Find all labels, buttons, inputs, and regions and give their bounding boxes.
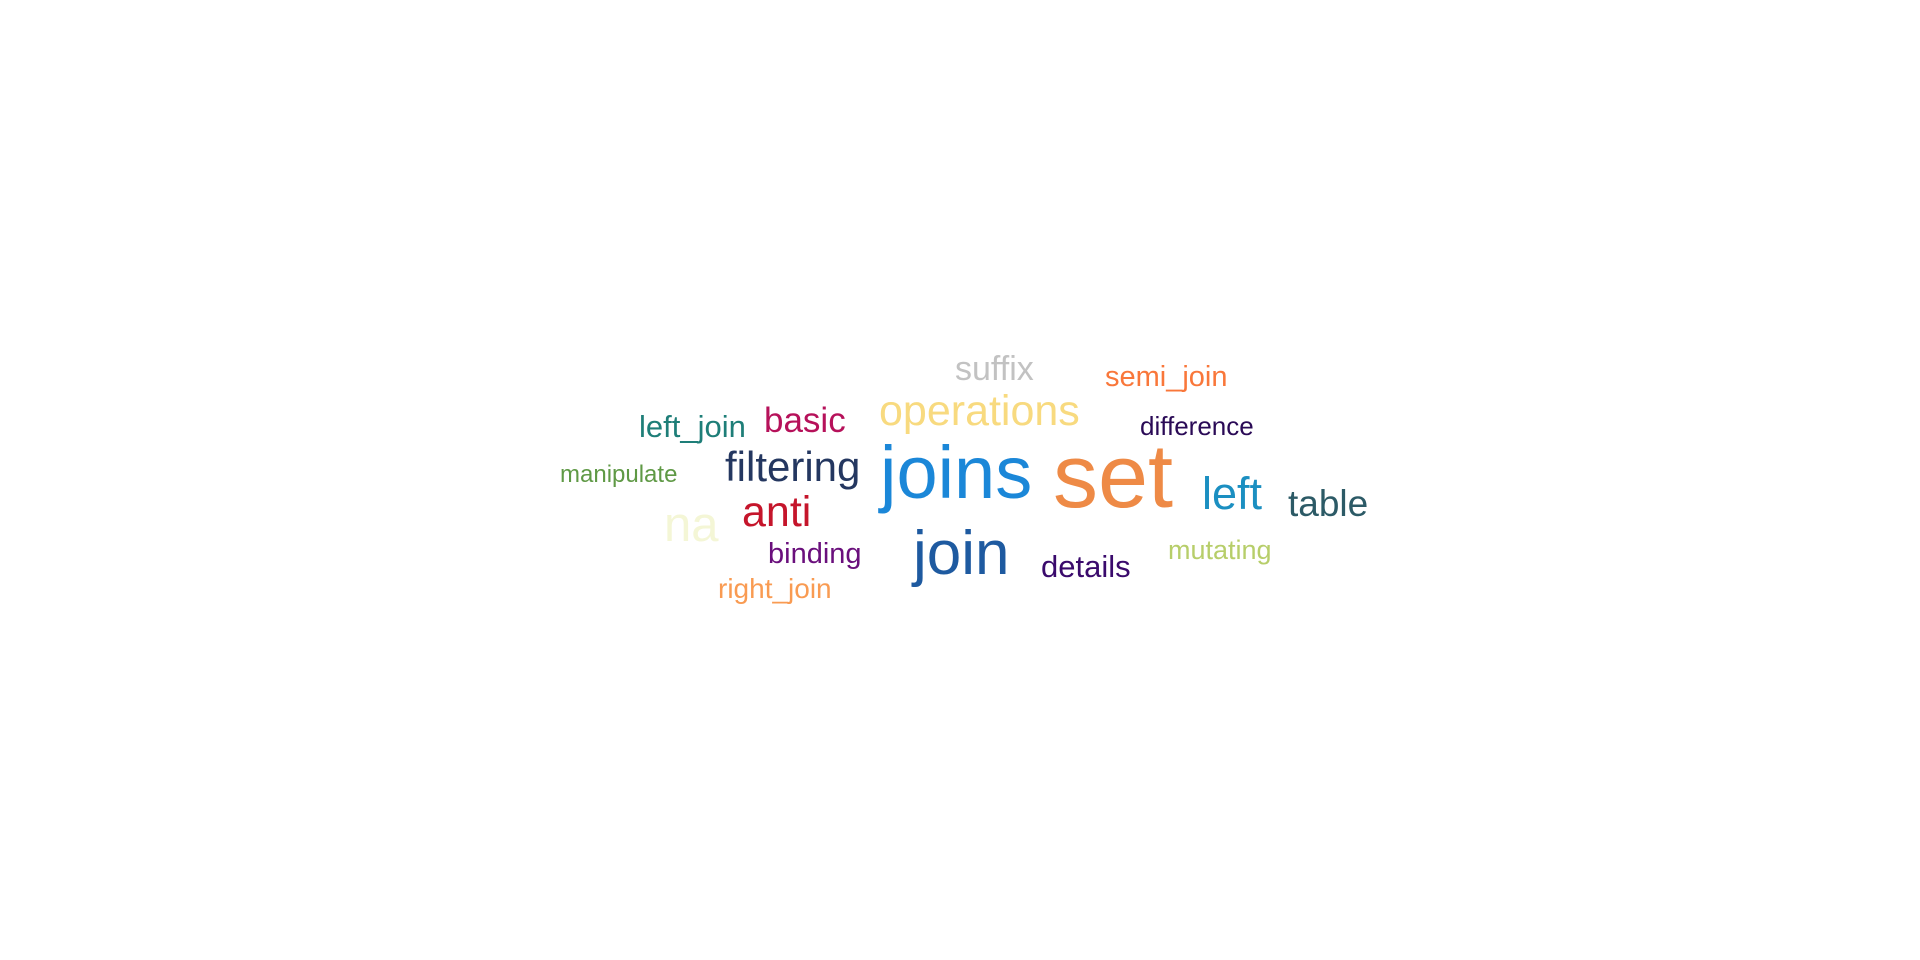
word-difference: difference <box>1140 411 1254 441</box>
word-left-join: left_join <box>639 409 746 444</box>
word-suffix: suffix <box>955 350 1034 388</box>
word-anti: anti <box>742 488 812 536</box>
word-binding: binding <box>768 538 862 570</box>
word-filtering: filtering <box>725 443 861 490</box>
word-details: details <box>1041 549 1131 584</box>
word-mutating: mutating <box>1168 535 1272 565</box>
word-joins: joins <box>880 431 1033 514</box>
word-set: set <box>1053 427 1174 527</box>
word-table: table <box>1288 483 1369 524</box>
word-join: join <box>913 519 1010 588</box>
word-left: left <box>1202 468 1263 519</box>
word-na: na <box>664 498 719 552</box>
word-operations: operations <box>879 387 1080 435</box>
word-right-join: right_join <box>718 573 832 604</box>
word-manipulate: manipulate <box>560 461 678 488</box>
word-basic: basic <box>764 401 846 440</box>
word-semi-join: semi_join <box>1105 361 1228 393</box>
